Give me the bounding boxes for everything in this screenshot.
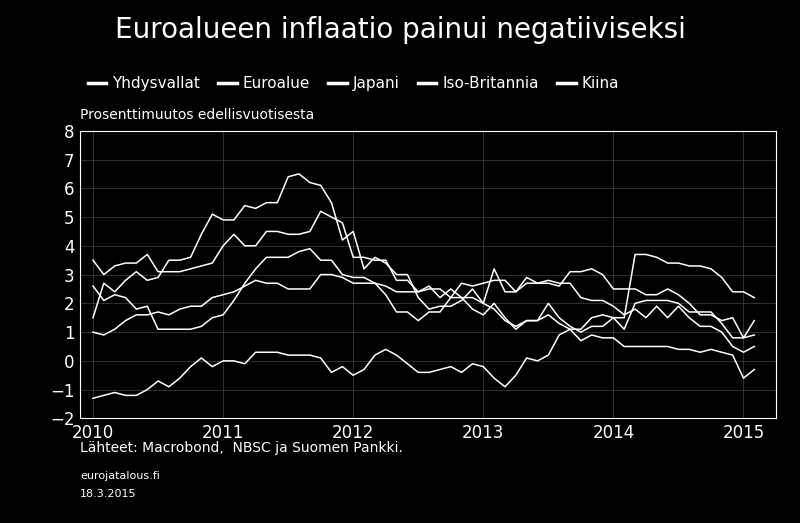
- Text: eurojatalous.fi: eurojatalous.fi: [80, 471, 160, 481]
- Legend: Yhdysvallat, Euroalue, Japani, Iso-Britannia, Kiina: Yhdysvallat, Euroalue, Japani, Iso-Brita…: [88, 76, 619, 92]
- Text: Euroalueen inflaatio painui negatiiviseksi: Euroalueen inflaatio painui negatiivisek…: [114, 16, 686, 44]
- Text: Prosenttimuutos edellisvuotisesta: Prosenttimuutos edellisvuotisesta: [80, 108, 314, 122]
- Text: 18.3.2015: 18.3.2015: [80, 489, 137, 499]
- Text: Lähteet: Macrobond,  NBSC ja Suomen Pankki.: Lähteet: Macrobond, NBSC ja Suomen Pankk…: [80, 441, 403, 456]
